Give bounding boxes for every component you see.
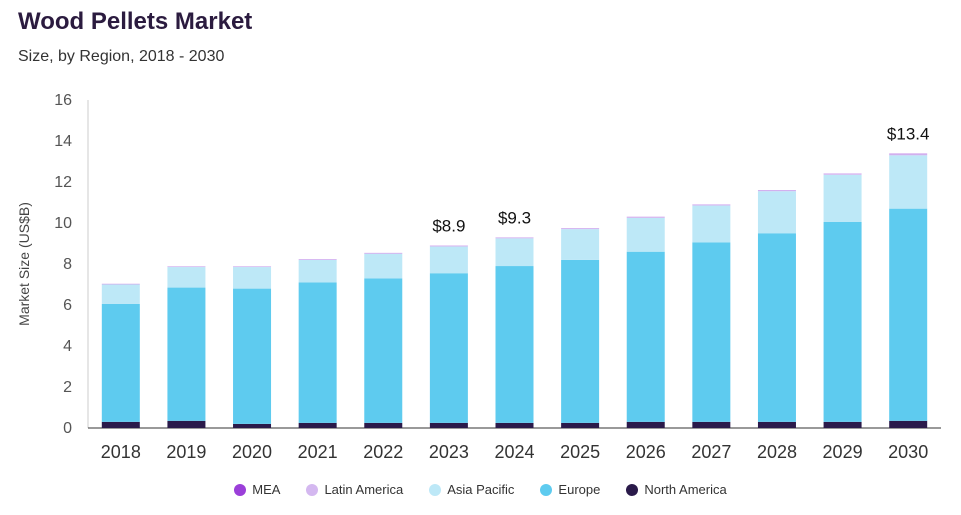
- legend-item-north-america[interactable]: North America: [626, 482, 727, 497]
- bar-chart: 0 2 4 6 8 10 12 14 16 Market Size (US$B) 2018 2019 2…: [16, 92, 941, 462]
- bar-segment-asia-pacific: [561, 229, 600, 260]
- x-tick-label: 2020: [232, 442, 272, 462]
- bar-segment-europe: [889, 208, 928, 421]
- bar-segment-north-america: [298, 422, 337, 428]
- legend-item-mea[interactable]: MEA: [234, 482, 280, 497]
- x-tick-label: 2023: [429, 442, 469, 462]
- bar-segment-latin-america: [561, 228, 600, 230]
- bar-segment-asia-pacific: [889, 155, 928, 209]
- bar-segment-latin-america: [823, 173, 862, 175]
- x-tick-label: 2030: [888, 442, 928, 462]
- x-tick-label: 2028: [757, 442, 797, 462]
- x-tick-label: 2019: [166, 442, 206, 462]
- y-tick-label: 2: [63, 379, 72, 396]
- bar-segment-europe: [495, 266, 534, 423]
- bar-segment-asia-pacific: [298, 259, 337, 283]
- y-tick-label: 16: [54, 92, 72, 109]
- legend-label: North America: [644, 482, 727, 497]
- x-tick-label: 2021: [298, 442, 338, 462]
- bar-segment-asia-pacific: [101, 284, 140, 304]
- legend-swatch: [306, 483, 319, 496]
- legend-swatch: [626, 483, 639, 496]
- bar-segment-latin-america: [429, 245, 468, 247]
- legend-item-asia-pacific[interactable]: Asia Pacific: [429, 482, 514, 497]
- chart-subtitle: Size, by Region, 2018 - 2030: [18, 48, 225, 65]
- y-tick-label: 0: [63, 420, 72, 437]
- bar-segment-europe: [233, 288, 272, 424]
- bar-segment-asia-pacific: [429, 246, 468, 274]
- bar-segment-latin-america: [889, 154, 928, 156]
- bar-segment-europe: [692, 242, 731, 422]
- legend-label: Latin America: [324, 482, 404, 497]
- x-tick-label: 2018: [101, 442, 141, 462]
- chart-title: Wood Pellets Market: [18, 8, 253, 35]
- bar-segment-north-america: [561, 422, 600, 428]
- x-tick-label: 2025: [560, 442, 600, 462]
- data-label: $13.4: [887, 124, 930, 143]
- legend-label: MEA: [252, 482, 281, 497]
- bar-segment-north-america: [757, 421, 796, 428]
- bar-segment-asia-pacific: [626, 217, 665, 252]
- legend-item-latin-america[interactable]: Latin America: [306, 482, 403, 497]
- y-tick-label: 10: [54, 215, 72, 232]
- y-tick-label: 6: [63, 297, 72, 314]
- bar-segment-north-america: [429, 422, 468, 428]
- bar-segment-europe: [298, 282, 337, 423]
- bar-segment-north-america: [101, 421, 140, 428]
- bar-segment-latin-america: [364, 253, 403, 254]
- legend-label: Asia Pacific: [447, 482, 515, 497]
- y-axis-label: Market Size (US$B): [16, 202, 32, 326]
- bar-segment-asia-pacific: [233, 267, 272, 289]
- x-tick-label: 2027: [691, 442, 731, 462]
- bar-segment-north-america: [823, 421, 862, 428]
- bar-segment-europe: [429, 273, 468, 423]
- legend-item-europe[interactable]: Europe: [540, 482, 600, 497]
- bar-segment-asia-pacific: [364, 253, 403, 279]
- bar-segment-asia-pacific: [757, 191, 796, 234]
- bar-segment-north-america: [233, 423, 272, 428]
- bar-segment-europe: [626, 251, 665, 422]
- bar-segment-latin-america: [692, 204, 731, 206]
- bar-segment-north-america: [626, 421, 665, 428]
- bar-segment-north-america: [364, 422, 403, 428]
- chart-legend: MEA Latin America Asia Pacific Europe North …: [0, 482, 961, 497]
- y-tick-label: 12: [54, 174, 72, 191]
- bar-segment-europe: [823, 221, 862, 422]
- legend-label: Europe: [558, 482, 601, 497]
- bar-segment-europe: [167, 287, 206, 421]
- bar-segment-europe: [101, 303, 140, 422]
- bar-segment-asia-pacific: [692, 205, 731, 243]
- bar-segment-europe: [757, 233, 796, 422]
- legend-swatch: [540, 483, 553, 496]
- bar-segment-latin-america: [757, 190, 796, 192]
- bar-segment-asia-pacific: [167, 267, 206, 288]
- x-tick-label: 2022: [363, 442, 403, 462]
- data-label: $8.9: [432, 217, 465, 236]
- bar-segment-north-america: [495, 422, 534, 428]
- x-tick-label: 2026: [626, 442, 666, 462]
- data-label: $9.3: [498, 208, 531, 227]
- bar-segment-north-america: [692, 421, 731, 428]
- y-tick-label: 4: [63, 338, 72, 355]
- bar-segment-north-america: [889, 420, 928, 428]
- legend-swatch: [234, 483, 247, 496]
- bar-segment-asia-pacific: [495, 238, 534, 267]
- bar-segment-north-america: [167, 420, 206, 428]
- bar-segment-asia-pacific: [823, 174, 862, 222]
- y-tick-label: 14: [54, 133, 72, 150]
- bar-segment-latin-america: [495, 237, 534, 239]
- bar-segment-europe: [364, 278, 403, 423]
- y-tick-label: 8: [63, 256, 72, 273]
- bar-segment-europe: [561, 259, 600, 423]
- x-tick-label: 2024: [494, 442, 534, 462]
- legend-swatch: [429, 483, 442, 496]
- bar-segment-latin-america: [626, 217, 665, 218]
- x-tick-label: 2029: [823, 442, 863, 462]
